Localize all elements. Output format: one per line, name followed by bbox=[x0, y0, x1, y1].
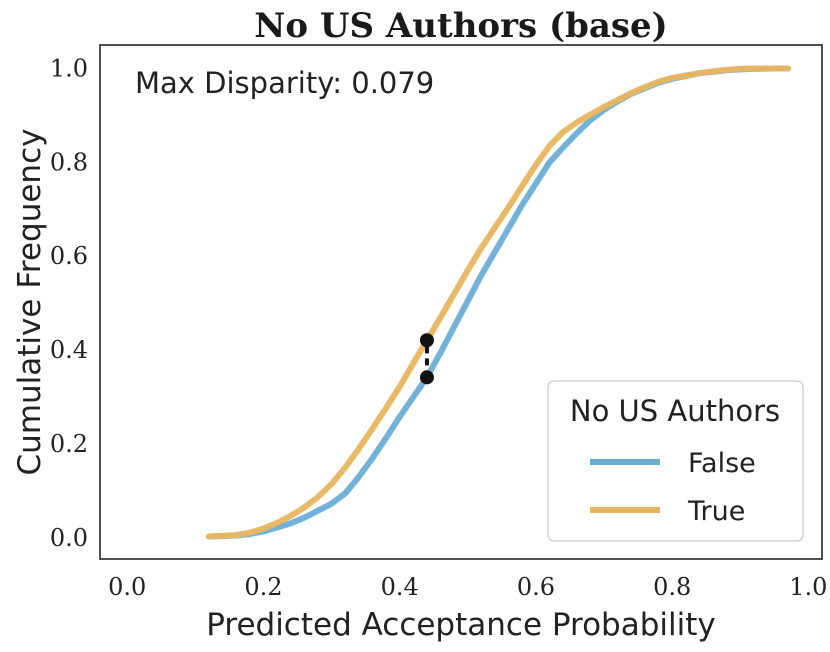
legend-label-true: True bbox=[687, 496, 745, 527]
legend-label-false: False bbox=[688, 448, 756, 479]
disparity-marker bbox=[419, 333, 434, 385]
plot-frame bbox=[99, 44, 823, 560]
y-axis-ticks: 0.0 0.2 0.4 0.6 0.8 1.0 bbox=[50, 54, 88, 551]
series-line-true bbox=[206, 65, 791, 540]
y-tick-label: 1.0 bbox=[50, 54, 88, 82]
series-lines bbox=[206, 65, 791, 540]
x-tick-label: 0.0 bbox=[108, 573, 146, 601]
disparity-point-high bbox=[419, 333, 434, 348]
x-tick-label: 0.4 bbox=[381, 573, 419, 601]
x-tick-label: 1.0 bbox=[789, 573, 827, 601]
legend-title: No US Authors bbox=[570, 394, 780, 428]
x-tick-label: 0.6 bbox=[517, 573, 555, 601]
x-axis-ticks: 0.0 0.2 0.4 0.6 0.8 1.0 bbox=[108, 573, 827, 601]
max-disparity-annotation: Max Disparity: 0.079 bbox=[135, 66, 434, 100]
disparity-point-low bbox=[419, 370, 434, 385]
x-tick-label: 0.2 bbox=[244, 573, 282, 601]
x-tick-label: 0.8 bbox=[653, 573, 691, 601]
legend: No US Authors False True bbox=[547, 380, 804, 542]
y-tick-label: 0.2 bbox=[50, 430, 88, 458]
y-axis-label: Cumulative Frequency bbox=[12, 129, 48, 476]
legend-box bbox=[547, 380, 804, 542]
y-tick-label: 0.8 bbox=[50, 148, 88, 176]
y-tick-label: 0.4 bbox=[50, 336, 88, 364]
x-axis-label: Predicted Acceptance Probability bbox=[206, 607, 716, 643]
y-tick-label: 0.0 bbox=[50, 524, 88, 552]
y-tick-label: 0.6 bbox=[50, 242, 88, 270]
chart-title: No US Authors (base) bbox=[254, 6, 667, 46]
